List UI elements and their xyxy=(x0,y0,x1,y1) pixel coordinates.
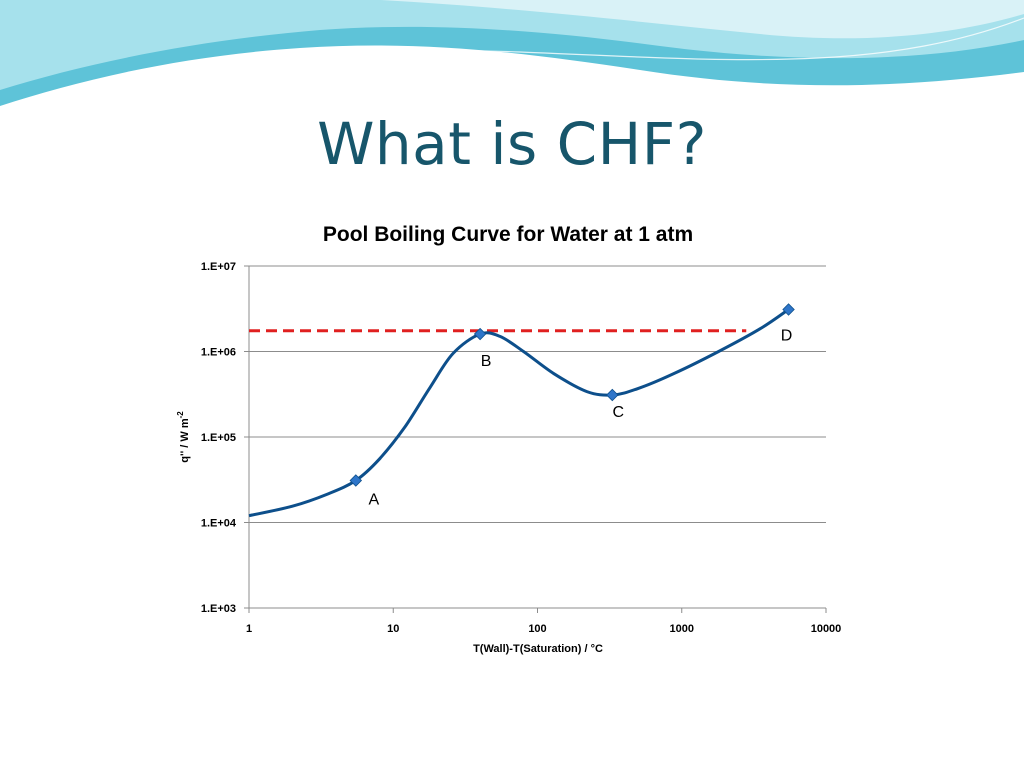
y-axis-label-main: q'' / W m xyxy=(179,418,191,463)
y-tick-label: 1.E+06 xyxy=(201,347,236,359)
point-label-b: B xyxy=(481,353,492,370)
y-axis-label: q'' / W m-2 xyxy=(176,411,191,463)
point-label-a: A xyxy=(368,491,379,508)
slide-title: What is CHF? xyxy=(317,110,707,178)
wave-shape xyxy=(380,0,1024,39)
chart-title: Pool Boiling Curve for Water at 1 atm xyxy=(323,223,693,246)
wave-line xyxy=(0,17,1024,109)
axis-layer: 1.E+03 1.E+04 1.E+05 1.E+06 1.E+07 1 10 100 1000… xyxy=(201,261,841,635)
y-axis-label-exponent: -2 xyxy=(176,411,185,419)
x-tick-label: 1 xyxy=(246,623,252,635)
x-tick-label: 10000 xyxy=(811,623,842,635)
x-tick-label: 1000 xyxy=(670,623,694,635)
point-marker-c xyxy=(606,388,619,402)
point-marker-d xyxy=(782,303,795,316)
x-tick-label: 10 xyxy=(387,623,399,635)
y-tick-label: 1.E+07 xyxy=(201,261,236,273)
y-tick-label: 1.E+05 xyxy=(201,432,236,444)
point-label-d: D xyxy=(781,327,793,344)
marker-layer: A B C D xyxy=(349,303,795,508)
boiling-curve-line xyxy=(248,308,790,518)
point-marker-a xyxy=(349,474,363,487)
point-label-c: C xyxy=(613,404,625,421)
point-marker-b xyxy=(473,327,487,341)
header-wave-decoration xyxy=(0,0,1024,109)
x-tick-label: 100 xyxy=(528,623,546,635)
grid-layer xyxy=(249,265,826,609)
x-axis-label: T(Wall)-T(Saturation) / °C xyxy=(473,643,603,655)
y-tick-label: 1.E+03 xyxy=(201,603,236,615)
y-tick-label: 1.E+04 xyxy=(201,518,237,530)
curve-layer xyxy=(248,308,790,518)
